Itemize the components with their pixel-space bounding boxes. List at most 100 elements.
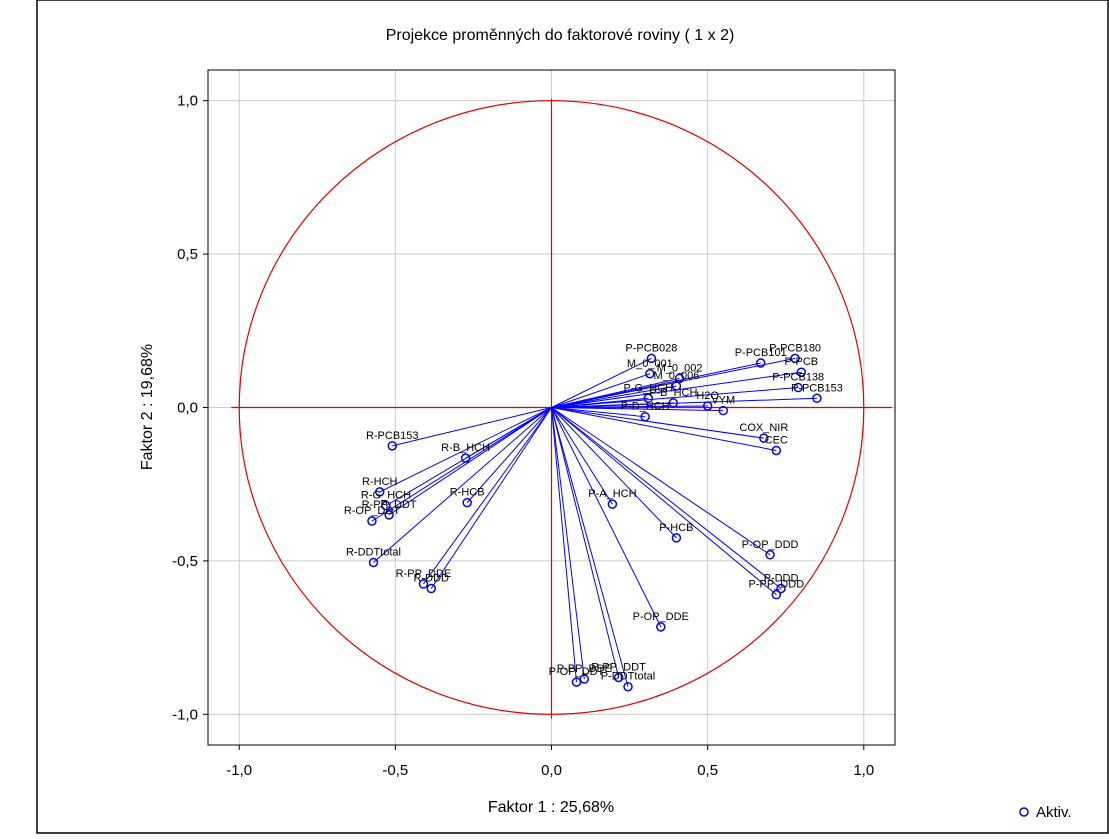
point (812, 393, 822, 404)
point-label: P-A_HCH (588, 488, 636, 500)
point-label: P-PCB101 (735, 347, 787, 359)
point-label: P-OP_DDT (549, 666, 605, 678)
point (646, 353, 657, 364)
vector-line (551, 407, 613, 505)
point-label: R-PP_DDE (396, 568, 452, 580)
x-tick-label: -1,0 (226, 762, 252, 779)
point (671, 381, 682, 391)
point-label: P-OP_DDE (633, 611, 689, 623)
point-label: R-G_HCH (361, 490, 411, 502)
point-label: P-D_HCH (621, 401, 670, 413)
point-label: P-PP_DDE (557, 663, 612, 675)
x-axis-title: Faktor 1 : 25,68% (488, 799, 614, 816)
point-label: P-PCB180 (769, 342, 821, 354)
vector-line (551, 407, 764, 439)
vector-line (373, 407, 552, 563)
point (771, 445, 782, 456)
point (765, 550, 775, 560)
point-label: R-OP_DDT (344, 505, 401, 517)
point-label: P-PP_DDT (591, 662, 646, 674)
chart-title: Projekce proměnných do faktorové roviny … (386, 27, 735, 44)
point-label: R-DDD (414, 573, 449, 585)
point-label: P-PCB (785, 356, 819, 368)
vector-line (551, 362, 761, 408)
point (671, 533, 682, 543)
vector-line (392, 407, 552, 447)
y-tick-label: -1,0 (172, 706, 198, 723)
point (759, 433, 769, 443)
point (640, 411, 650, 422)
point (796, 367, 807, 377)
point-label: P-DDD (764, 573, 799, 585)
point-label: P-DDTtotal (601, 671, 655, 683)
point (674, 373, 685, 384)
point-label: CEC (765, 434, 788, 446)
vector-line (551, 407, 777, 596)
vector-line (551, 402, 674, 408)
vector-line (551, 407, 585, 680)
vector-line (551, 407, 771, 556)
point (790, 353, 800, 364)
point-label: H2O (696, 390, 719, 402)
vector-line (551, 373, 651, 408)
legend-marker (1019, 807, 1029, 817)
vector-line (551, 407, 777, 451)
point (375, 487, 385, 497)
vector-line (551, 407, 646, 418)
vector-line (371, 407, 552, 522)
point (418, 579, 429, 589)
point-label: R-HCB (450, 487, 485, 499)
point (384, 510, 394, 520)
vector-line (551, 407, 782, 589)
vector-line (551, 407, 629, 687)
point (381, 500, 391, 511)
vector-line (551, 407, 724, 412)
y-tick-label: 0,5 (177, 246, 198, 263)
point-label: R-PCB153 (366, 430, 419, 442)
vector-line (551, 407, 662, 628)
point-label: COX_NIR (739, 422, 788, 434)
vector-line (551, 407, 677, 539)
vector-line (388, 407, 552, 516)
point-label: P-HCB (659, 522, 693, 534)
point (623, 681, 633, 692)
point (656, 622, 666, 632)
point-label: P-B_HCH (649, 387, 697, 399)
point-label: P-PCB138 (772, 372, 824, 384)
vector-line (379, 407, 552, 493)
point-label: P-PP_DDD (749, 579, 805, 591)
vector-line (551, 357, 652, 408)
point (462, 497, 472, 508)
point-label: VYM (711, 395, 735, 407)
y-tick-label: 0,0 (177, 400, 198, 417)
vector-line (430, 407, 552, 589)
point-label: P-PCB153 (791, 382, 843, 394)
point (387, 441, 397, 451)
point (426, 583, 437, 594)
point-label: P-PCB028 (625, 342, 677, 354)
point-label: M_0_002 (657, 362, 703, 374)
point (607, 499, 618, 509)
vector-line (466, 407, 552, 503)
legend-label: Aktiv. (1036, 804, 1072, 821)
point-label: P-G_HCH (624, 382, 674, 394)
point (668, 398, 679, 408)
point (643, 393, 654, 404)
y-tick-label: -0,5 (172, 553, 198, 570)
point-label: M_0_006 (653, 370, 699, 382)
point (579, 674, 590, 684)
x-tick-label: 0,0 (541, 762, 562, 779)
vector-line (551, 407, 620, 678)
vector-line (551, 405, 708, 408)
y-tick-label: 1,0 (177, 93, 198, 110)
x-tick-label: 1,0 (853, 762, 874, 779)
point (571, 677, 582, 687)
point (755, 358, 766, 368)
x-tick-label: 0,5 (697, 762, 718, 779)
vector-line (551, 397, 649, 408)
chart-frame (36, 0, 1109, 834)
vector-line (551, 407, 577, 683)
vector-line (551, 385, 677, 408)
point (645, 369, 655, 379)
